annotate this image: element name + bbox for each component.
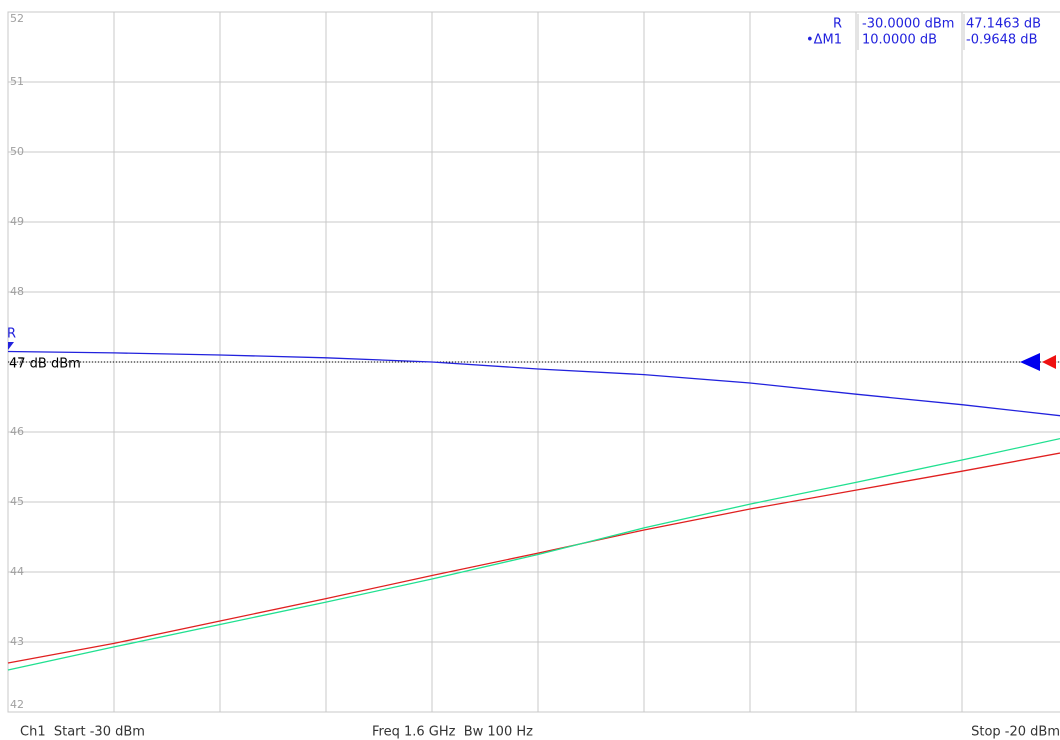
y-tick-label: 51 [10,75,24,88]
reference-arrow [1020,353,1040,371]
trace-line [7,437,1060,671]
marker-table-cell: -30.0000 dBm [862,17,954,32]
marker-table-cell: •ΔM1 [806,33,842,48]
y-tick-label: 52 [10,12,24,25]
marker-table-cell: R [833,17,842,32]
reference-marker-label: R [7,327,16,342]
y-tick-label: 43 [10,635,24,648]
y-tick-label: 50 [10,145,24,158]
y-tick-label: 45 [10,495,24,508]
y-tick-label: 42 [10,698,24,711]
reference-arrow [1042,355,1056,369]
trace-line [7,350,1060,417]
y-tick-label: 44 [10,565,24,578]
y-tick-label: 48 [10,285,24,298]
footer-text: Freq 1.6 GHz Bw 100 Hz [372,725,533,740]
y-tick-label: 46 [10,425,24,438]
footer-text: Stop -20 dBm [971,725,1060,740]
trace-line [7,452,1060,664]
marker-table-cell: 47.1463 dB [966,17,1041,32]
reference-marker [8,342,14,350]
y-tick-label: 49 [10,215,24,228]
reference-label: 47 dB dBm [9,357,81,372]
footer-text: Ch1 Start -30 dBm [20,725,145,740]
marker-table-cell: 10.0000 dB [862,33,937,48]
marker-table-cell: -0.9648 dB [966,33,1037,48]
